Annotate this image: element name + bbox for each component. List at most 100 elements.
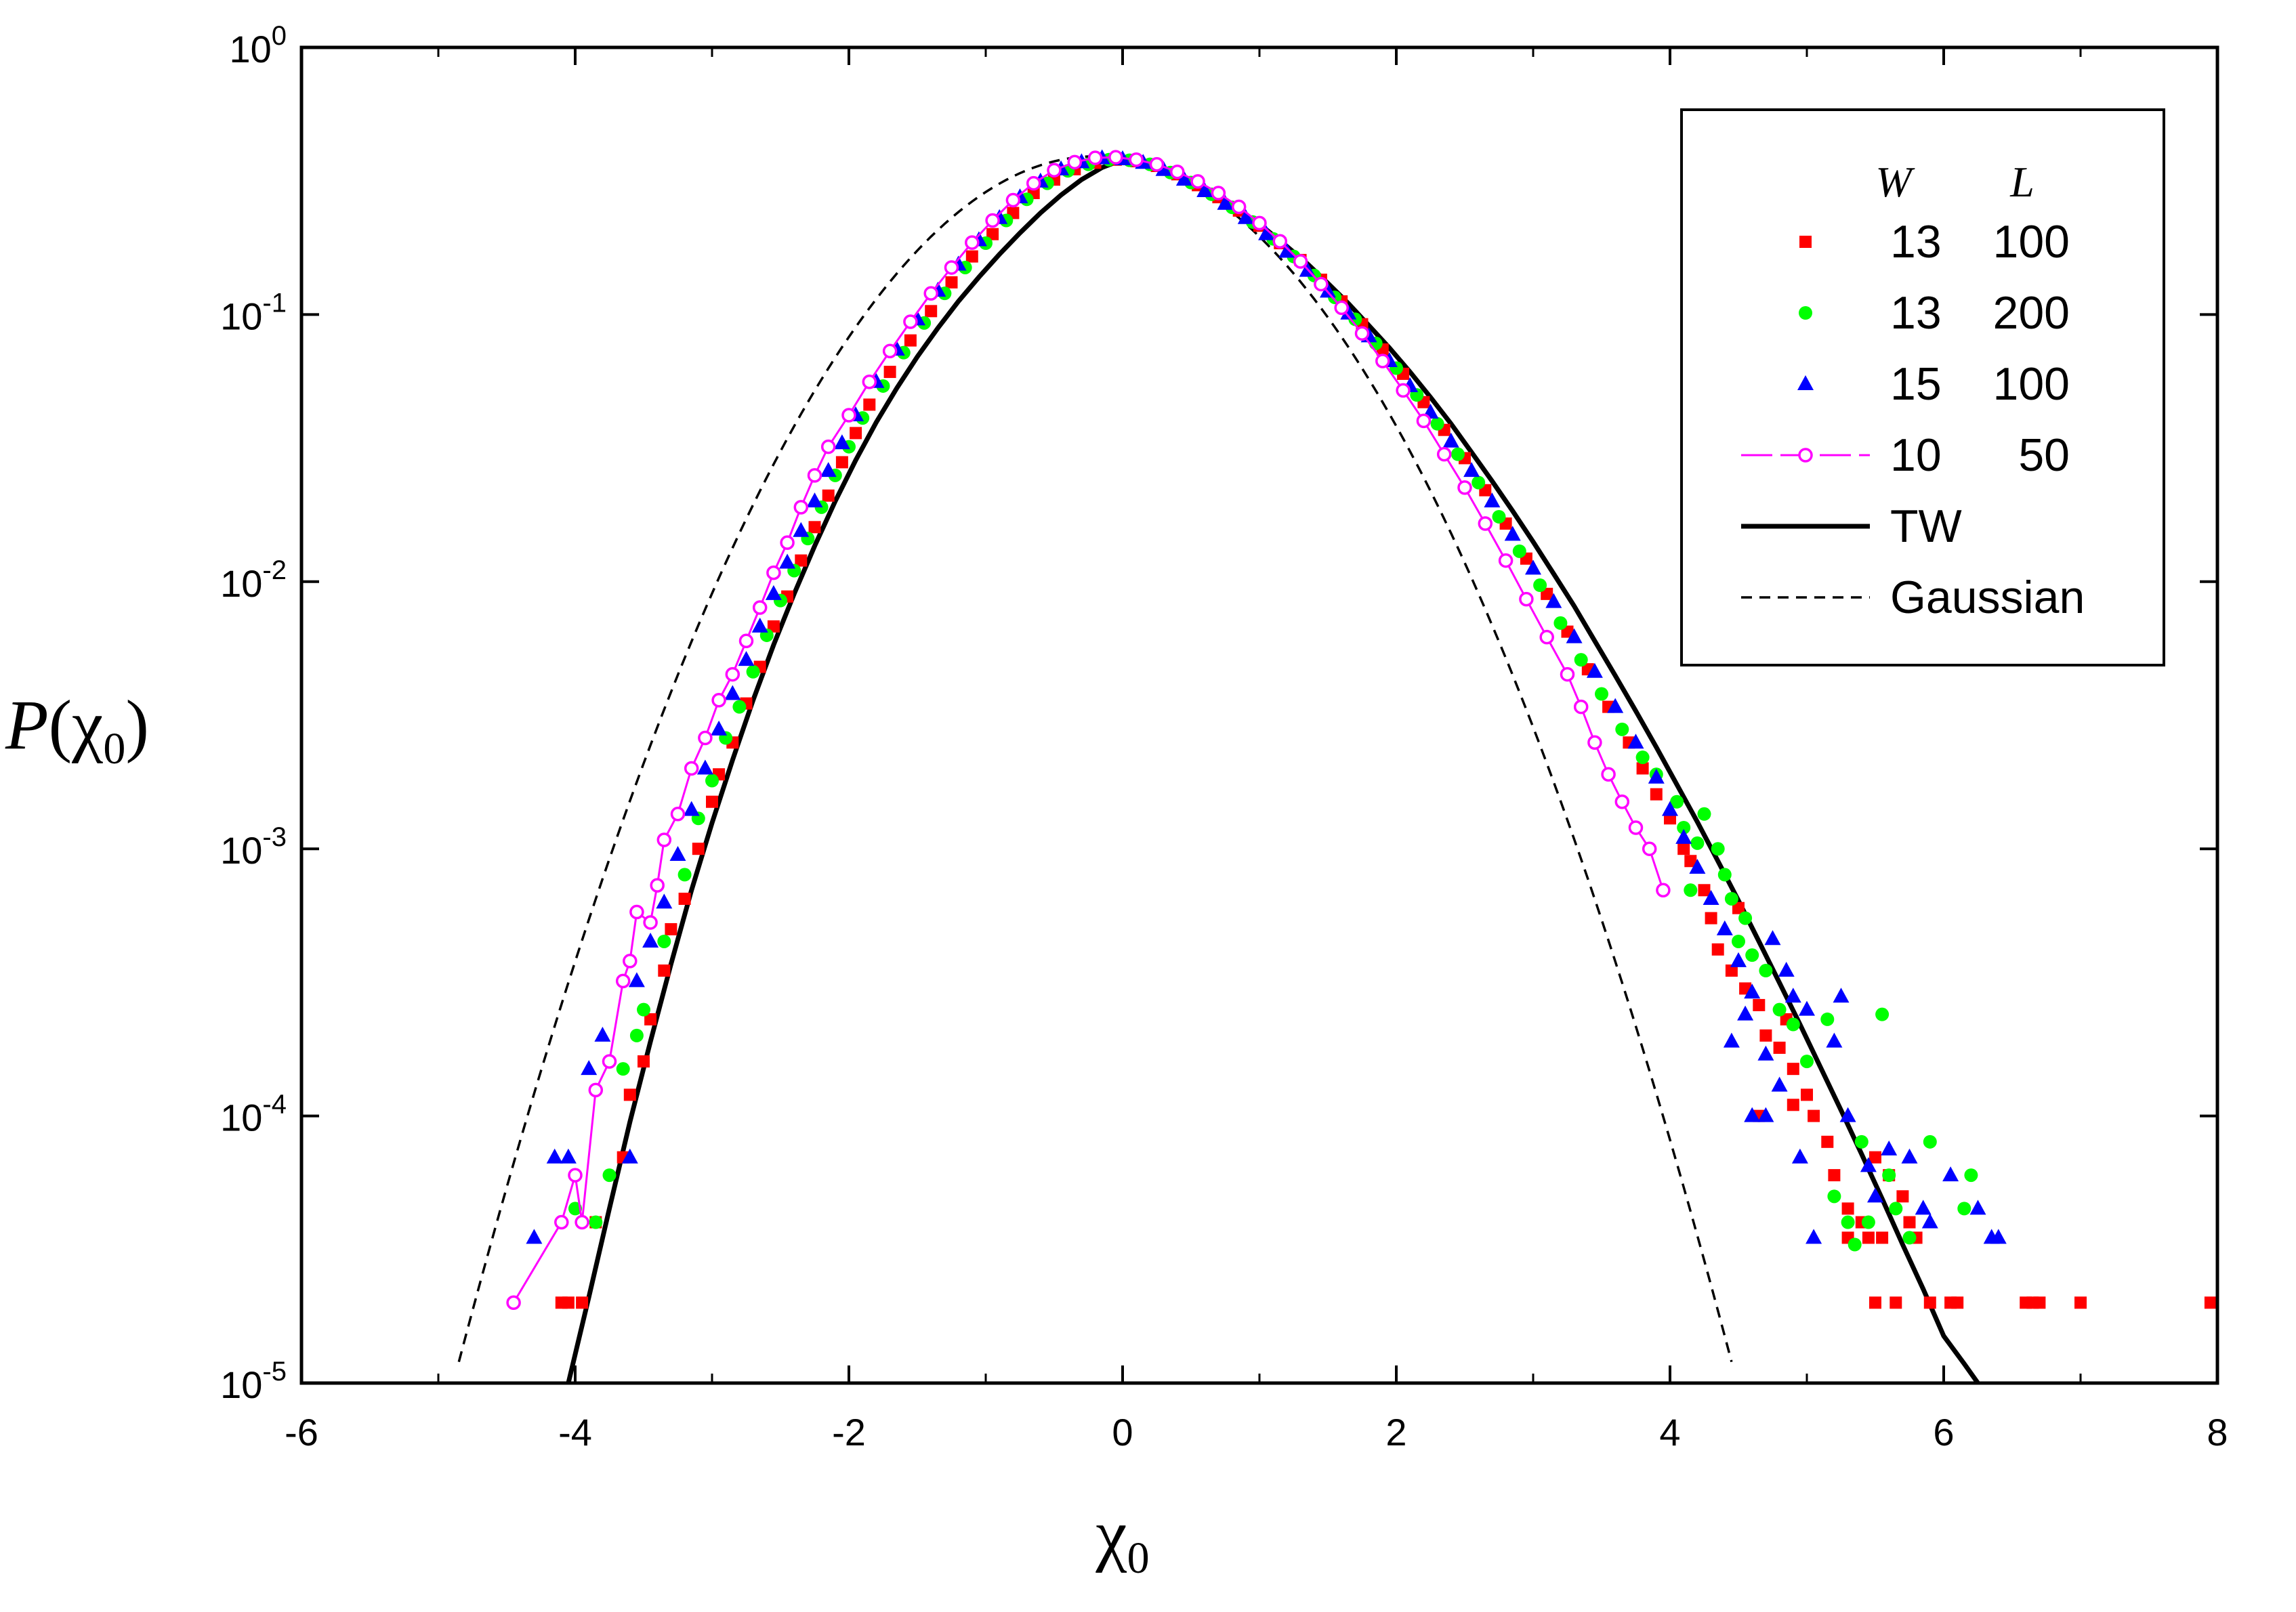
series-13-100-point [1759,1029,1772,1042]
series-13-200-point [732,700,747,714]
series-15-100-point [560,1148,577,1164]
legend-label: TW [1890,501,1962,552]
series-13-100-point [1650,788,1663,801]
series-13-200-point [1827,1189,1841,1204]
series-13-100-point [767,620,780,633]
series-10-50-point [575,1214,589,1230]
series-13-200-point [1697,807,1711,821]
series-13-200-point [1724,891,1738,906]
series-13-100-point [1876,1231,1889,1244]
x-tick-label: 0 [1112,1411,1133,1454]
x-tick-label: -6 [285,1411,318,1454]
series-13-100-point [795,554,808,567]
y-tick-label: 10-2 [220,555,287,605]
series-10-50-point [1005,192,1021,208]
series-13-100-point [965,250,978,263]
y-tick-label: 100 [229,21,287,70]
series-10-50-point [1560,666,1575,682]
series-13-200-point [1772,1002,1787,1017]
series-15-100-point [1716,920,1733,935]
series-15-100-point [1463,462,1480,478]
y-axis-label: P(χ0) [5,686,149,773]
series-13-200-point [1670,794,1684,809]
series-10-50-point [1436,446,1452,462]
series-13-200-point [657,934,671,948]
series-13-100-point [658,964,671,977]
series-13-200-point [1430,417,1444,431]
series-13-100-point [1923,1296,1936,1309]
y-axis-title: P(χ0) [5,686,149,773]
series-10-50-point [725,666,740,682]
series-13-200-point [746,664,760,679]
series-13-100-point [986,228,999,240]
series-13-200-point [1889,1202,1903,1216]
series-15-100-point [1730,952,1747,967]
series-13-200-point [1533,578,1547,593]
series-13-100-point [883,366,896,379]
series-15-100-point [1881,1140,1898,1155]
series-15-100-point [806,492,823,508]
series-13-100-point [1732,902,1745,914]
series-13-100-point [2074,1296,2087,1309]
series-13-100-point [1903,1216,1916,1229]
series-10-50-point [1498,553,1514,568]
series-13-200-point [1574,653,1588,667]
series-10-50-point [1190,174,1205,189]
series-13-100-point [808,521,821,534]
series-15-100-point [594,1026,611,1042]
series-15-100-point [1484,492,1501,508]
series-13-100-point [623,1088,636,1101]
series-13-200-point [1553,616,1568,630]
series-13-200-point [1820,1012,1835,1026]
series-13-100-point [1821,1135,1834,1148]
series-13-200-point [1759,964,1773,978]
series-10-50-point [793,500,809,515]
series-10-50-point [903,314,918,329]
series-10-50-point [1334,300,1349,316]
ticks-layer [300,46,2219,1384]
series-10-50-point [1067,154,1083,170]
x-axis-title: χ0 [1095,1496,1149,1583]
series-15-100-point [1764,930,1781,946]
series-10-50-point [1478,516,1493,531]
series-15-100-point [1833,988,1850,1003]
series-13-200-point [629,1028,644,1042]
series-13-200-point [1875,1007,1890,1021]
series-15-100-point [1504,526,1521,541]
series-10-50-point [766,565,781,580]
series-10-50-point [1519,591,1534,607]
legend-label-w: 13 [1890,287,1942,339]
series-13-100-point [945,276,958,289]
series-13-100-point [665,922,677,935]
series-13-100-point [850,427,862,440]
legend-marker [1799,306,1812,320]
series-10-50-point [738,633,754,649]
series-13-100-point [863,398,876,411]
series-15-100-point [724,685,741,700]
y-tick-label: 10-4 [220,1090,287,1139]
series-10-50-point [684,761,699,776]
series-10-50-point [1149,156,1165,172]
x-axis-label: χ0 [1095,1496,1149,1583]
series-13-100-point [1787,1099,1799,1111]
series-15-100-point [1806,1229,1822,1244]
series-15-100-point [1778,962,1795,977]
series-15-100-point [1757,1107,1774,1122]
series-13-100-point [1541,587,1553,600]
series-10-50-point [1231,199,1247,215]
series-15-100-point [820,462,837,478]
series-13-200-point [1492,509,1506,524]
series-13-200-point [1450,447,1465,461]
series-15-100-point [1662,801,1678,816]
series-15-100-point [1320,282,1336,298]
series-15-100-point [656,893,673,909]
series-10-50-point [807,468,822,483]
y-tick-label: 10-5 [220,1357,287,1406]
series-15-100-point [1442,432,1459,448]
x-tick-label: 2 [1385,1411,1406,1454]
series-15-100-point [1990,1229,2007,1244]
series-10-50-point [1628,820,1644,835]
series-13-100-point [835,456,848,469]
series-13-200-point [1690,836,1705,850]
